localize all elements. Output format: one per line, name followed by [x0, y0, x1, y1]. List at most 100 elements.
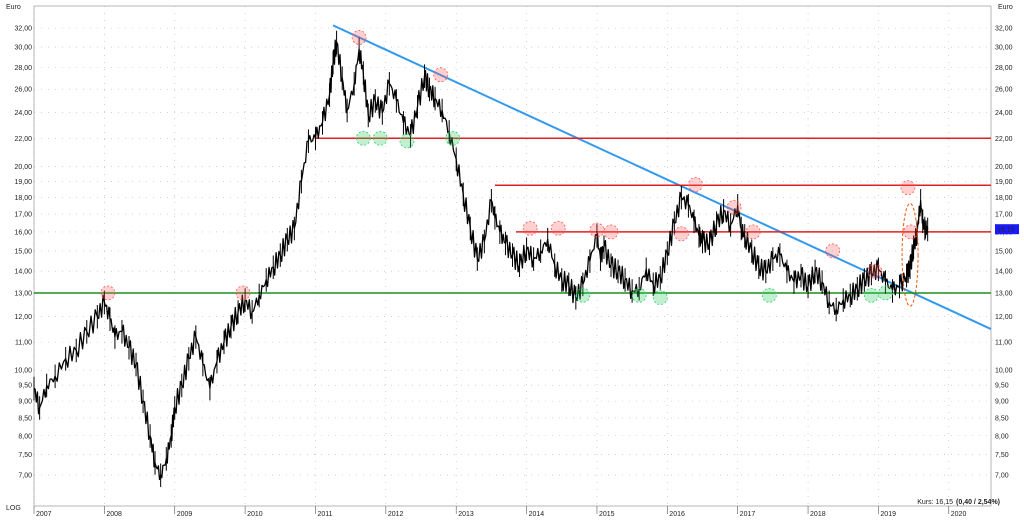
- price-tag-background: [995, 224, 1019, 235]
- support-touch-marker: [878, 285, 893, 301]
- y-tick-label-right: 9,00: [995, 399, 1009, 406]
- markers-layer: [100, 30, 919, 307]
- y-tick-label-left: 28,00: [14, 65, 32, 72]
- y-tick-label-left: 12,00: [14, 314, 32, 321]
- resistance-touch-marker: [433, 67, 449, 83]
- support-touch-marker: [652, 290, 668, 305]
- kurs-prefix: Kurs: 16,15: [917, 499, 953, 506]
- y-tick-label-left: 9,50: [18, 383, 32, 390]
- y-tick-label-right: 13,00: [995, 290, 1013, 297]
- x-tick-label: 2019: [880, 511, 896, 518]
- support-touch-marker: [445, 130, 461, 146]
- y-tick-label-left: 20,00: [14, 164, 32, 171]
- y-tick-label-right: 10,00: [995, 368, 1013, 375]
- y-tick-label-right: 8,00: [995, 433, 1009, 440]
- y-tick-label-right: 14,00: [995, 269, 1013, 276]
- y-tick-label-left: 26,00: [14, 87, 32, 94]
- breakout-ellipse: [901, 202, 919, 307]
- x-tick-label: 2016: [669, 511, 685, 518]
- y-tick-label-right: 9,50: [995, 383, 1009, 390]
- last-price-tag: 16,15: [995, 224, 1019, 235]
- y-unit-label-left: Euro: [6, 4, 21, 11]
- x-tick-label: 2015: [599, 511, 615, 518]
- x-tick-label: 2008: [106, 511, 122, 518]
- support-touch-marker: [631, 287, 647, 303]
- y-tick-label-right: 15,00: [995, 248, 1013, 255]
- axes-layer: 7,00 7,00 7,50 7,50 8,00 8,00 8,50 8,50 9,00 9,00…: [14, 5, 1013, 518]
- y-tick-label-right: 19,00: [995, 179, 1013, 186]
- kurs-readout: Kurs: 16,15 (0,40 / 2,54%): [917, 499, 1000, 506]
- resistance-touch-marker: [550, 220, 566, 236]
- resistance-touch-marker: [900, 180, 916, 196]
- x-tick-label: 2014: [529, 511, 545, 518]
- x-tick-label: 2011: [317, 511, 332, 518]
- y-unit-label-right: Euro: [998, 4, 1013, 11]
- support-touch-marker: [761, 287, 777, 303]
- y-tick-label-left: 8,00: [18, 433, 32, 440]
- y-tick-label-right: 7,50: [995, 452, 1009, 459]
- resistance-touch-marker: [351, 30, 367, 45]
- y-tick-label-right: 8,50: [995, 415, 1009, 422]
- resistance-touch-marker: [235, 285, 251, 301]
- x-tick-label: 2010: [247, 511, 263, 518]
- y-tick-label-left: 30,00: [14, 45, 32, 52]
- resistance-touch-marker: [825, 243, 841, 259]
- y-tick-label-right: 32,00: [995, 26, 1013, 33]
- resistance-touch-marker: [867, 263, 883, 279]
- x-tick-label: 2013: [458, 511, 474, 518]
- support-touch-marker: [372, 130, 388, 146]
- y-tick-label-left: 18,00: [14, 195, 32, 202]
- y-tick-label-right: 26,00: [995, 87, 1013, 94]
- y-tick-label-right: 20,00: [995, 164, 1013, 171]
- y-tick-label-right: 7,00: [995, 473, 1009, 480]
- log-scale-label: LOG: [6, 505, 21, 512]
- y-tick-label-left: 8,50: [18, 415, 32, 422]
- labels-layer: Euro Euro LOG Kurs: 16,15 (0,40 / 2,54%): [6, 4, 1013, 512]
- x-tick-label: 2012: [388, 511, 404, 518]
- y-tick-label-left: 9,00: [18, 399, 32, 406]
- plot-frame: [33, 5, 992, 507]
- y-tick-label-right: 22,00: [995, 136, 1013, 143]
- support-touch-marker: [575, 287, 591, 303]
- resistance-touch-marker: [589, 222, 605, 238]
- x-tick-label: 2017: [740, 511, 756, 518]
- resistance-touch-marker: [688, 177, 703, 192]
- x-tick-label: 2009: [177, 511, 193, 518]
- y-tick-label-left: 11,00: [15, 340, 32, 347]
- y-tick-label-right: 30,00: [995, 45, 1013, 52]
- y-tick-label-right: 28,00: [995, 65, 1013, 72]
- y-tick-label-left: 7,00: [18, 473, 32, 480]
- y-tick-label-left: 10,00: [14, 368, 32, 375]
- y-tick-label-left: 14,00: [14, 269, 32, 276]
- y-tick-label-right: 12,00: [995, 314, 1013, 321]
- y-tick-label-left: 15,00: [14, 248, 32, 255]
- support-touch-marker: [355, 130, 371, 146]
- support-touch-marker: [863, 287, 879, 303]
- y-tick-label-left: 22,00: [14, 136, 32, 143]
- y-tick-label-left: 24,00: [14, 110, 32, 117]
- y-tick-label-right: 18,00: [995, 195, 1013, 202]
- x-tick-label: 2020: [951, 511, 967, 518]
- y-tick-label-left: 13,00: [14, 290, 32, 297]
- x-tick-label: 2007: [36, 511, 52, 518]
- resistance-touch-marker: [603, 224, 619, 240]
- y-tick-label-left: 16,00: [14, 229, 32, 236]
- kurs-change: (0,40 / 2,54%): [956, 499, 1000, 506]
- y-tick-label-left: 32,00: [14, 26, 32, 33]
- y-tick-label-right: 11,00: [995, 340, 1012, 347]
- price-series-layer: [33, 30, 929, 488]
- analysis-lines-layer: [34, 24, 992, 330]
- x-tick-label: 2018: [810, 511, 826, 518]
- y-tick-label-left: 19,00: [14, 179, 32, 186]
- price-line: [33, 39, 929, 481]
- resistance-touch-marker: [726, 199, 742, 215]
- y-tick-label-left: 17,00: [14, 212, 32, 219]
- y-tick-label-right: 17,00: [995, 212, 1013, 219]
- trendline-line: [332, 24, 992, 330]
- resistance-touch-marker: [903, 224, 919, 240]
- resistance-touch-marker: [522, 220, 538, 236]
- resistance-touch-marker: [745, 224, 761, 240]
- support-touch-marker: [399, 133, 415, 149]
